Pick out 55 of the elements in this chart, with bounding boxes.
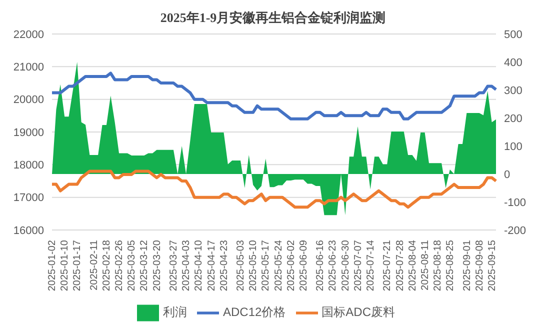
x-tick-label: 2025-04-23	[218, 240, 230, 292]
x-tick-label: 2025-07-07	[352, 240, 364, 292]
x-tick-label: 2025-09-15	[486, 240, 498, 292]
x-tick-label: 2025-02-11	[88, 240, 100, 290]
x-tick-label: 2025-05-03	[236, 240, 247, 292]
y2-tick-label: -100	[504, 196, 526, 209]
legend-label: 国标ADC废料	[322, 305, 396, 320]
y-tick-label: 20000	[13, 94, 44, 106]
y2-tick-label: 300	[504, 84, 522, 97]
y-tick-label: 21000	[13, 62, 44, 74]
y-tick-label: 22000	[13, 28, 44, 41]
x-tick-label: 2025-08-04	[407, 240, 418, 292]
x-tick-label: 2025-02-18	[102, 240, 113, 292]
y2-tick-label: 400	[504, 56, 522, 69]
chart-title: 2025年1-9月安徽再生铝合金锭利润监测	[159, 9, 387, 27]
x-tick-label: 2025-04-03	[181, 240, 192, 292]
y2-tick-label: 100	[504, 140, 522, 153]
x-tick-label: 2025-05-17	[260, 240, 272, 292]
y2-tick-label: -200	[504, 224, 526, 237]
x-tick-label: 2025-06-02	[286, 240, 297, 292]
x-tick-label: 2025-07-14	[365, 240, 376, 292]
line-series	[50, 170, 498, 209]
y-tick-label: 19000	[13, 126, 44, 139]
x-tick-label: 2025-05-24	[273, 240, 284, 292]
y2-tick-label: 200	[504, 112, 522, 125]
x-tick-label: 2025-06-09	[298, 240, 310, 292]
x-tick-label: 2025-01-10	[60, 240, 71, 292]
line-series	[50, 72, 498, 120]
x-tick-label: 2025-03-05	[126, 240, 138, 292]
x-tick-label: 2025-01-17	[72, 240, 84, 292]
x-tick-label: 2025-08-11	[420, 240, 431, 290]
legend-label: 利润	[162, 305, 187, 320]
x-tick-label: 2025-01-02	[47, 240, 58, 292]
x-tick-label: 2025-03-20	[152, 240, 163, 292]
x-tick-label: 2025-06-23	[328, 240, 339, 292]
x-tick-label: 2025-04-10	[194, 240, 205, 292]
y-tick-label: 16000	[13, 224, 44, 237]
x-tick-label: 2025-03-12	[139, 240, 150, 292]
x-tick-label: 2025-09-01	[462, 240, 473, 292]
x-tick-label: 2025-08-18	[432, 240, 444, 292]
x-tick-label: 2025-03-27	[168, 240, 180, 292]
x-tick-label: 2025-06-30	[340, 240, 352, 292]
x-tick-label: 2025-07-28	[394, 240, 406, 292]
x-tick-label: 2025-04-17	[206, 240, 218, 292]
x-tick-label: 2025-02-26	[114, 240, 126, 292]
x-tick-label: 2025-06-16	[315, 240, 326, 292]
y-tick-label: 17000	[13, 192, 44, 204]
x-tick-label: 2025-05-10	[248, 240, 260, 292]
y2-tick-label: 500	[504, 28, 522, 41]
y-tick-label: 18000	[13, 160, 44, 172]
x-tick-label: 2025-09-08	[474, 240, 486, 292]
legend-label: ADC12价格	[222, 305, 286, 320]
y2-tick-label: 0	[504, 168, 510, 181]
x-tick-label: 2025-08-25	[445, 240, 456, 292]
x-tick-label: 2025-07-21	[382, 240, 394, 292]
